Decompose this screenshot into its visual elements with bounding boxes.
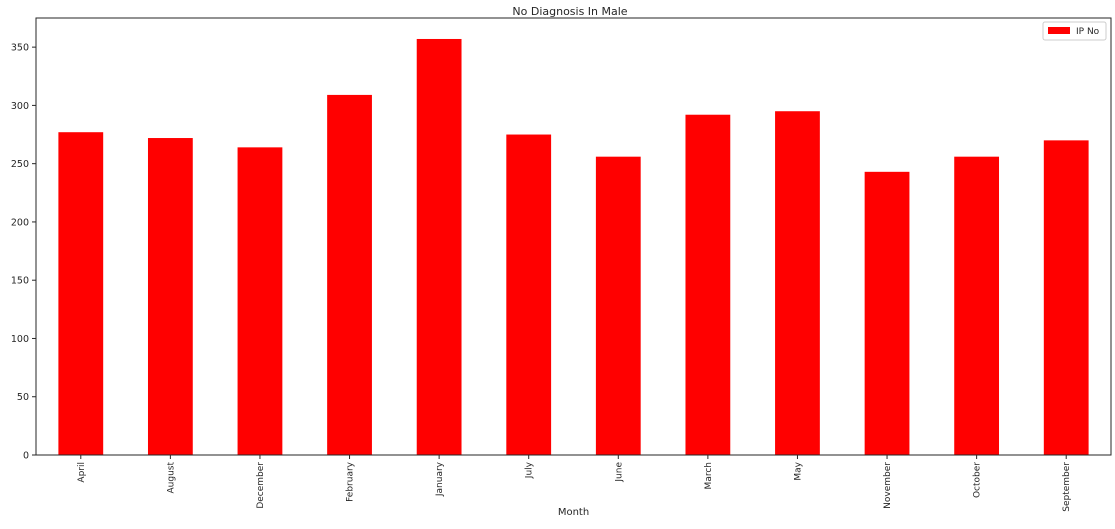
- bar-november: [864, 171, 910, 455]
- legend: IP No: [1042, 21, 1107, 41]
- bar-april: [58, 132, 104, 455]
- bar-january: [416, 38, 462, 455]
- bars-group: [58, 38, 1089, 456]
- x-tick-label: April: [77, 462, 87, 483]
- x-tick-label: May: [793, 461, 803, 480]
- x-tick-label: November: [883, 462, 893, 509]
- y-tick-label: 200: [11, 217, 29, 228]
- bar-september: [1043, 140, 1089, 456]
- bar-december: [237, 147, 283, 456]
- plot-frame: [35, 17, 1112, 456]
- x-axis-label: Month: [558, 507, 589, 518]
- y-tick-label: 350: [11, 43, 29, 54]
- y-tick-label: 100: [11, 334, 29, 345]
- legend-swatch-ip-no: [1048, 27, 1070, 34]
- bar-july: [506, 134, 552, 456]
- y-tick-label: 250: [11, 159, 29, 170]
- bar-june: [595, 156, 641, 455]
- x-tick-label: July: [525, 461, 535, 479]
- x-tick-label: August: [166, 462, 176, 494]
- y-tick-label: 50: [17, 392, 29, 403]
- bar-october: [954, 156, 1000, 455]
- legend-label-ip-no: IP No: [1076, 27, 1100, 37]
- y-tick-label: 300: [11, 101, 29, 112]
- x-tick-label: September: [1062, 462, 1072, 512]
- chart-title: No Diagnosis In Male: [512, 5, 627, 18]
- x-tick-label: March: [704, 462, 714, 489]
- x-tick-label: June: [614, 462, 624, 483]
- bar-march: [685, 114, 731, 456]
- bar-august: [147, 138, 193, 455]
- x-axis: April August December February January July Ju…: [77, 455, 1072, 512]
- legend-box: [1042, 21, 1107, 41]
- x-tick-label: December: [256, 462, 266, 509]
- y-axis: 0 50 100 150 200 250 300 350: [11, 43, 36, 462]
- x-tick-label: October: [973, 462, 983, 498]
- x-tick-label: January: [435, 461, 445, 497]
- bar-may: [775, 111, 820, 455]
- bar-february: [327, 94, 372, 456]
- x-tick-label: February: [346, 461, 356, 502]
- y-tick-label: 150: [11, 276, 29, 287]
- y-tick-label: 0: [23, 451, 29, 462]
